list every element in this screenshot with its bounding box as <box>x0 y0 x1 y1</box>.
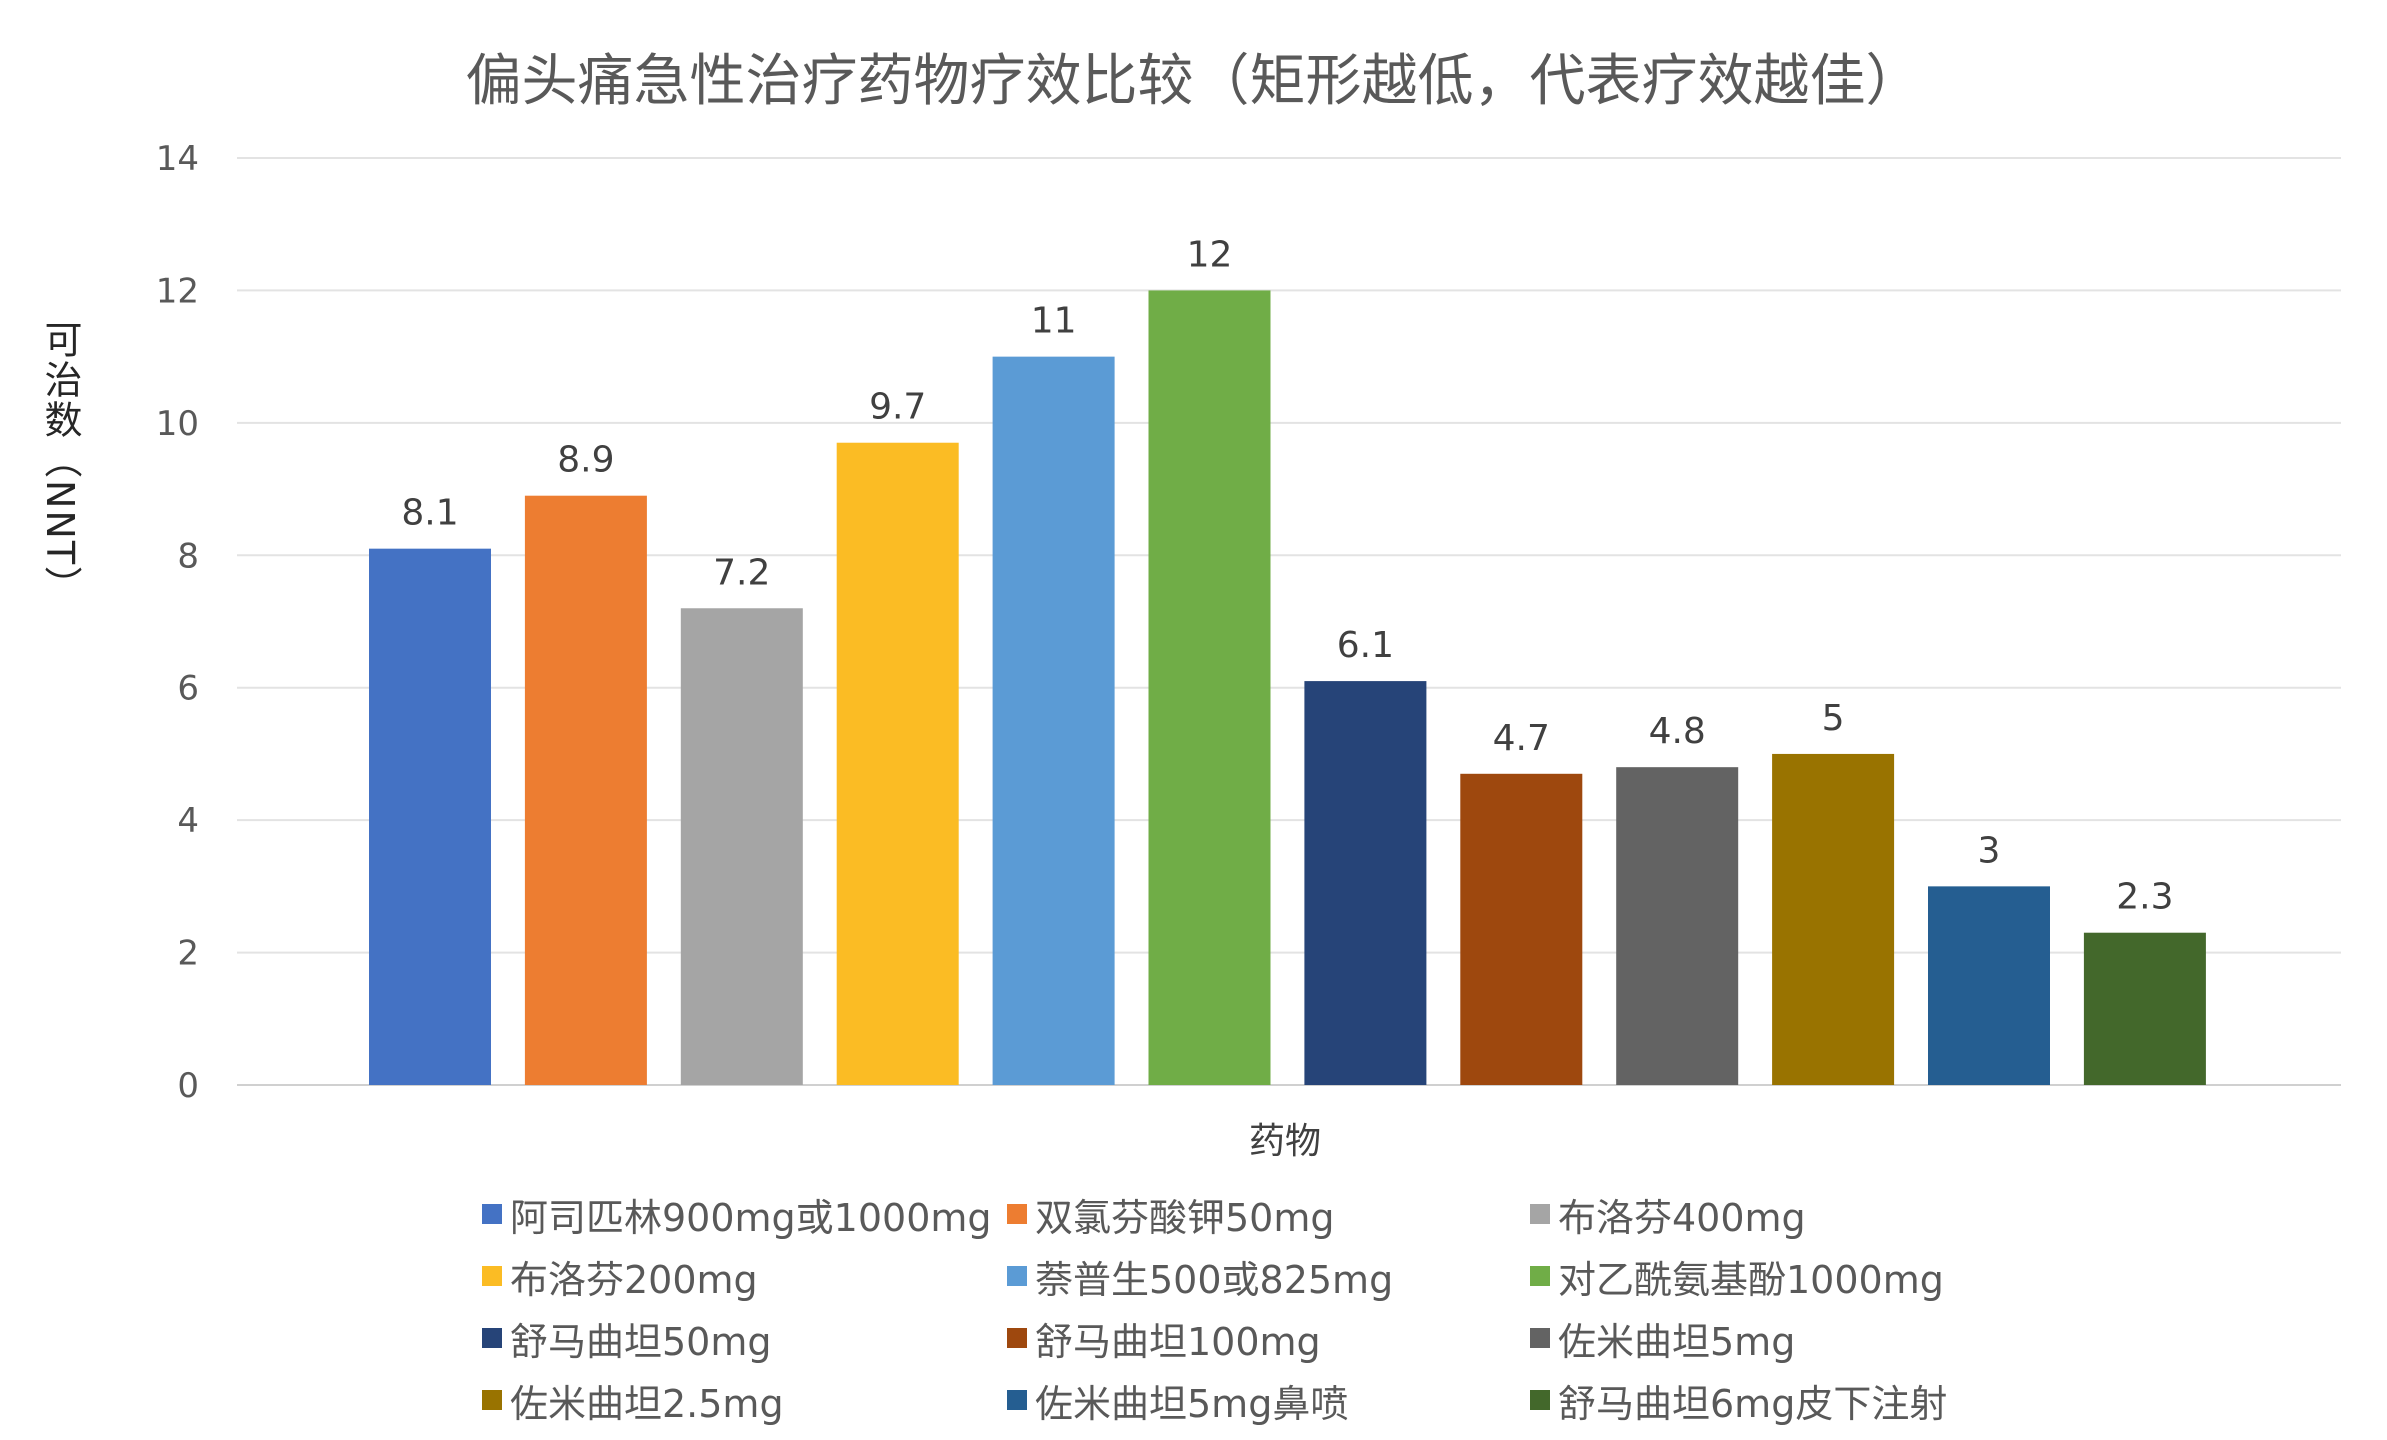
data-label: 12 <box>1187 234 1233 275</box>
legend-item: 舒马曲坦100mg <box>1007 1314 1530 1364</box>
legend-swatch <box>1530 1390 1550 1410</box>
bar <box>1928 886 2050 1085</box>
legend-label: 舒马曲坦100mg <box>1035 1319 1321 1364</box>
legend-item: 萘普生500或825mg <box>1007 1252 1530 1302</box>
bar <box>2083 932 2206 1085</box>
legend-label: 舒马曲坦50mg <box>510 1319 772 1364</box>
legend-swatch <box>482 1328 502 1348</box>
legend-item: 阿司匹林900mg或1000mg <box>482 1190 1007 1240</box>
legend: 阿司匹林900mg或1000mg 双氯芬酸钾50mg 布洛芬400mg 布洛芬200m… <box>482 1190 2182 1426</box>
y-axis-label: 可治数（NNT） <box>38 320 82 607</box>
data-label: 8.9 <box>557 440 614 481</box>
legend-label: 佐米曲坦2.5mg <box>510 1381 784 1426</box>
legend-label: 佐米曲坦5mg <box>1558 1319 1796 1364</box>
bar <box>1772 753 1895 1085</box>
legend-item: 对乙酰氨基酚1000mg <box>1530 1252 2130 1302</box>
bar <box>369 548 491 1085</box>
legend-swatch <box>1007 1204 1027 1224</box>
legend-label: 舒马曲坦6mg皮下注射 <box>1558 1381 1948 1426</box>
legend-swatch <box>482 1266 502 1286</box>
data-label: 6.1 <box>1337 625 1394 666</box>
legend-item: 双氯芬酸钾50mg <box>1007 1190 1530 1240</box>
legend-label: 对乙酰氨基酚1000mg <box>1558 1257 1944 1302</box>
legend-label: 布洛芬400mg <box>1558 1195 1806 1240</box>
legend-label: 阿司匹林900mg或1000mg <box>510 1195 992 1240</box>
data-label: 4.7 <box>1493 718 1550 759</box>
legend-item: 舒马曲坦6mg皮下注射 <box>1530 1376 2130 1426</box>
legend-swatch <box>1530 1204 1550 1224</box>
y-tick-label: 14 <box>156 139 199 179</box>
legend-swatch <box>1530 1266 1550 1286</box>
legend-swatch <box>482 1390 502 1410</box>
legend-item: 佐米曲坦5mg <box>1530 1314 2130 1364</box>
data-label: 5 <box>1822 698 1845 739</box>
legend-swatch <box>1530 1328 1550 1348</box>
legend-item: 布洛芬400mg <box>1530 1190 2130 1240</box>
data-label: 4.8 <box>1649 711 1706 752</box>
data-label: 3 <box>1978 830 2001 871</box>
y-tick-label: 0 <box>177 1066 199 1106</box>
bar <box>836 442 959 1085</box>
y-tick-label: 4 <box>177 801 199 841</box>
x-axis-label: 药物 <box>1248 1121 1321 1162</box>
data-label: 2.3 <box>2116 877 2173 918</box>
legend-item: 佐米曲坦5mg鼻喷 <box>1007 1376 1530 1426</box>
legend-item: 舒马曲坦50mg <box>482 1314 1007 1364</box>
legend-swatch <box>1007 1328 1027 1348</box>
legend-label: 布洛芬200mg <box>510 1257 758 1302</box>
data-label: 7.2 <box>713 552 770 593</box>
y-tick-label: 2 <box>177 934 199 974</box>
y-tick-label: 6 <box>177 669 199 709</box>
bar <box>1616 767 1739 1085</box>
y-tick-label: 10 <box>156 404 199 444</box>
bar <box>992 356 1115 1086</box>
bar <box>1460 773 1583 1085</box>
chart-title: 偏头痛急性治疗药物疗效比较（矩形越低，代表疗效越佳） <box>465 49 1922 114</box>
bar <box>680 608 803 1085</box>
bar <box>524 495 647 1085</box>
legend-item: 佐米曲坦2.5mg <box>482 1376 1007 1426</box>
legend-label: 佐米曲坦5mg鼻喷 <box>1035 1381 1349 1426</box>
y-tick-label: 8 <box>177 536 199 576</box>
legend-item: 布洛芬200mg <box>482 1252 1007 1302</box>
y-tick-label: 12 <box>156 271 199 311</box>
bar <box>1148 290 1271 1085</box>
data-label: 11 <box>1031 301 1077 342</box>
legend-swatch <box>482 1204 502 1224</box>
data-label: 8.1 <box>401 493 458 534</box>
bar <box>1304 681 1427 1085</box>
legend-swatch <box>1007 1390 1027 1410</box>
data-label: 9.7 <box>869 387 926 428</box>
legend-label: 双氯芬酸钾50mg <box>1035 1195 1335 1240</box>
legend-label: 萘普生500或825mg <box>1035 1257 1394 1302</box>
legend-swatch <box>1007 1266 1027 1286</box>
